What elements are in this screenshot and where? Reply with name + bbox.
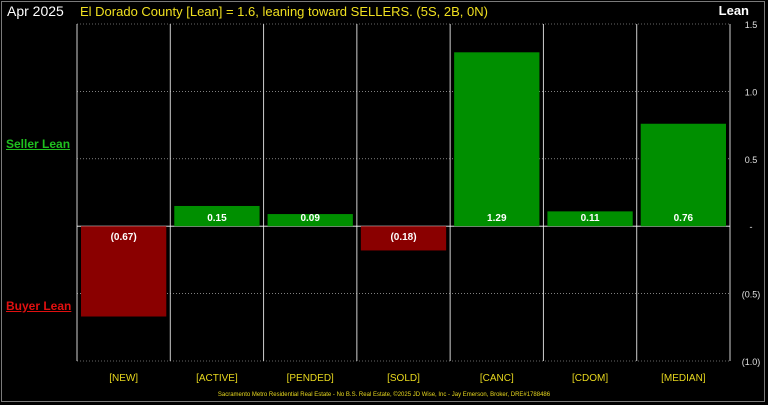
data-label: 0.11 (581, 213, 600, 224)
bar-cdom (547, 211, 633, 227)
y-axis-title: Lean (718, 3, 749, 18)
y-tick-label: - (750, 222, 753, 232)
data-label: 0.09 (300, 213, 320, 224)
report-date: Apr 2025 (7, 3, 64, 19)
chart-title: El Dorado County [Lean] = 1.6, leaning t… (80, 4, 488, 19)
bar-sold (360, 226, 447, 251)
bar-active (174, 205, 260, 227)
bar-new (81, 226, 167, 317)
category-label: [CDOM] (572, 373, 608, 384)
data-label: 0.76 (674, 213, 694, 224)
data-label: (0.67) (111, 232, 137, 243)
y-tick-label: 1.5 (745, 20, 758, 30)
category-label: [CANC] (480, 373, 514, 384)
category-label: [NEW] (109, 373, 138, 384)
data-label: 0.15 (207, 213, 227, 224)
seller-lean-label: Seller Lean (6, 137, 71, 151)
category-label: [ACTIVE] (196, 373, 238, 384)
buyer-lean-label: Buyer Lean (6, 299, 72, 313)
y-tick-label: (0.5) (742, 290, 761, 300)
data-label: 1.29 (487, 213, 507, 224)
category-label: [PENDED] (287, 373, 334, 384)
bar-pended (267, 214, 353, 227)
y-tick-label: 1.0 (745, 87, 758, 97)
bar-canc (454, 52, 540, 227)
footer-credit: Sacramento Metro Residential Real Estate… (217, 392, 551, 398)
y-tick-label: 0.5 (745, 155, 758, 165)
data-label: (0.18) (390, 232, 416, 243)
category-label: [MEDIAN] (661, 373, 706, 384)
bar-median (640, 123, 726, 227)
category-label: [SOLD] (387, 373, 420, 384)
y-tick-label: (1.0) (742, 357, 761, 367)
